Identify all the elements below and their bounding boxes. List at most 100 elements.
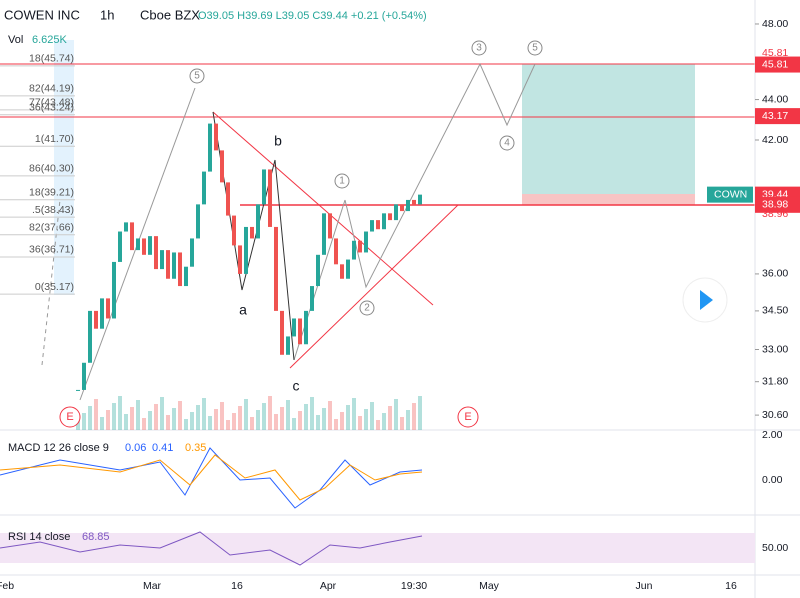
volume-bar xyxy=(202,398,206,430)
candle xyxy=(262,169,266,205)
volume-bar xyxy=(262,403,266,430)
volume-bar xyxy=(412,403,416,430)
candle xyxy=(136,238,140,251)
candle xyxy=(214,123,218,151)
candle xyxy=(166,250,170,279)
wave-label: E xyxy=(464,411,471,423)
volume-bar xyxy=(172,408,176,430)
volume-bar xyxy=(406,410,410,430)
wave-label: E xyxy=(66,411,73,423)
symbol-tag-label: COWN xyxy=(714,188,747,200)
volume-bar xyxy=(232,413,236,430)
time-tick-label: 16 xyxy=(231,580,243,592)
volume-bar xyxy=(88,406,92,430)
candle xyxy=(142,238,146,255)
volume-bar xyxy=(166,415,170,430)
price-marker xyxy=(755,56,800,73)
candle xyxy=(208,123,212,172)
candle xyxy=(388,213,392,221)
volume-bar xyxy=(298,411,302,430)
candle xyxy=(94,310,98,329)
candle xyxy=(382,213,386,230)
volume-bar xyxy=(196,405,200,430)
candle xyxy=(370,220,374,232)
candle xyxy=(376,220,380,230)
volume-bar xyxy=(226,420,230,430)
candle xyxy=(316,254,320,287)
volume-bar xyxy=(286,400,290,430)
candle xyxy=(286,336,290,355)
candle xyxy=(232,215,236,246)
fib-label: 82(44.19) xyxy=(29,83,74,95)
rsi-tick: 50.00 xyxy=(762,542,788,554)
candle xyxy=(118,231,122,262)
candle xyxy=(238,245,242,274)
volume-bar xyxy=(280,407,284,430)
volume-label: Vol xyxy=(8,34,23,46)
candle xyxy=(148,236,152,255)
wave-label: 5 xyxy=(532,43,538,54)
candle xyxy=(244,226,248,274)
price-tick-label: 30.60 xyxy=(762,409,788,421)
volume-bar xyxy=(358,416,362,430)
wave-label: c xyxy=(293,378,300,394)
candle xyxy=(274,226,278,311)
volume-bar xyxy=(100,417,104,430)
price-tick-label: 44.00 xyxy=(762,93,788,105)
volume-bar xyxy=(400,417,404,430)
ohlc: O39.05 H39.69 L39.05 C39.44 +0.21 (+0.54… xyxy=(198,10,427,22)
volume-bar xyxy=(346,405,350,430)
candle xyxy=(160,250,164,270)
candle xyxy=(196,204,200,239)
macd-value: 0.06 xyxy=(125,442,146,454)
volume-bar xyxy=(274,414,278,430)
volume-bar xyxy=(118,396,122,430)
candle xyxy=(280,310,284,355)
volume-bar xyxy=(418,396,422,430)
time-tick-label: 16 xyxy=(725,580,737,592)
price-tick-label: 31.80 xyxy=(762,375,788,387)
volume-bar xyxy=(394,399,398,430)
candle xyxy=(364,231,368,253)
wave-label: a xyxy=(239,302,247,318)
volume-bar xyxy=(316,415,320,430)
volume-bar xyxy=(328,401,332,430)
volume-bar xyxy=(256,410,260,430)
candle xyxy=(190,238,194,267)
time-tick-label: Jun xyxy=(636,580,653,592)
time-tick-label: Mar xyxy=(143,580,162,592)
volume-bar xyxy=(250,417,254,430)
price-tick-label: 36.00 xyxy=(762,268,788,280)
fib-label: 18(45.74) xyxy=(29,53,74,65)
candle xyxy=(418,194,422,205)
candle xyxy=(100,298,104,329)
price-tick-label: 34.50 xyxy=(762,305,788,317)
price-tick-label: 42.00 xyxy=(762,134,788,146)
volume-bar xyxy=(76,420,80,430)
fib-label: 77(43.48) xyxy=(29,97,74,109)
candle xyxy=(358,240,362,253)
price-tick-label: 48.00 xyxy=(762,18,788,30)
volume-bar xyxy=(136,400,140,430)
symbol-tag xyxy=(707,186,753,203)
candle xyxy=(304,310,308,345)
candle xyxy=(88,310,92,363)
macd-title: MACD 12 26 close 9 xyxy=(8,442,109,454)
candle xyxy=(226,182,230,216)
interval: 1h xyxy=(100,7,114,22)
price-marker xyxy=(755,196,800,213)
macd-tick: 0.00 xyxy=(762,474,783,486)
wave-label: 5 xyxy=(194,71,200,82)
candle xyxy=(202,171,206,205)
volume-bar xyxy=(268,396,272,430)
candle xyxy=(400,204,404,212)
candle xyxy=(328,213,332,239)
volume-bar xyxy=(340,412,344,430)
volume-bar xyxy=(148,411,152,430)
volume-bar xyxy=(94,399,98,430)
volume-bar xyxy=(208,416,212,430)
candle xyxy=(154,236,158,270)
wave-label: 3 xyxy=(476,43,482,54)
volume-bar xyxy=(184,419,188,430)
volume-bar xyxy=(352,398,356,430)
